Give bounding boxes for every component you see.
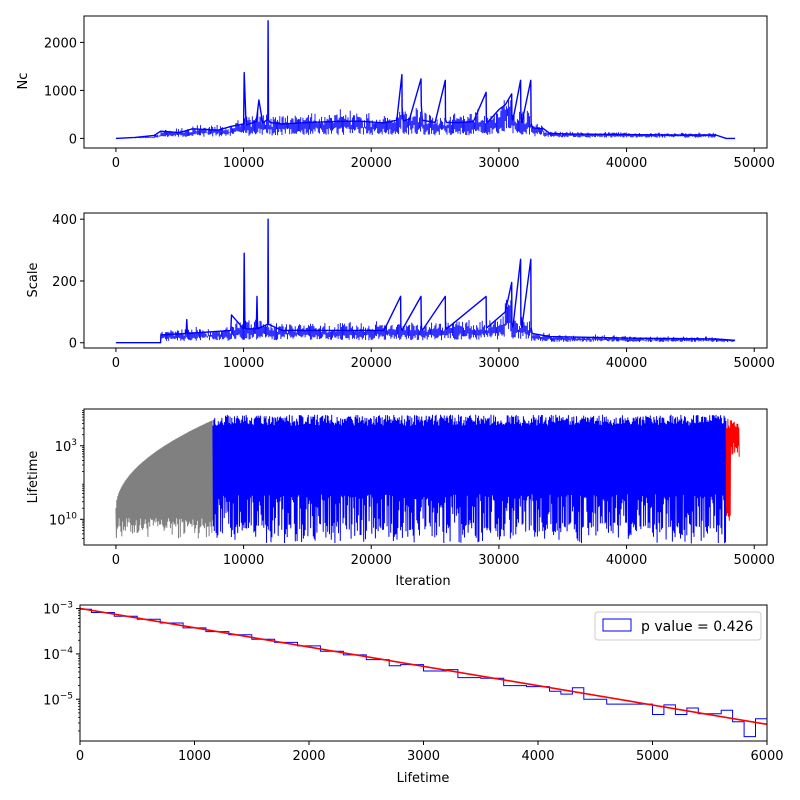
panel-lifetime-frame	[83, 408, 768, 546]
xtick-label: 6000	[750, 749, 783, 764]
xtick-label: 30000	[478, 356, 519, 371]
panel-lifetime-marks	[115, 414, 740, 544]
panel-lifetime: 0 10000 20000 30000 40000 50000 1010 103 Lifeti…	[26, 408, 775, 589]
xtick-label: 10000	[223, 553, 264, 568]
xtick-label: 50000	[734, 553, 775, 568]
ytick-label: 400	[52, 213, 77, 228]
lifetime-segment-2	[725, 418, 740, 521]
panel-scale-plot-area: 0 10000 20000 30000 40000 50000 0 200 400	[52, 212, 775, 371]
xtick-label: 40000	[606, 156, 647, 171]
ytick-label: 200	[52, 275, 77, 290]
panel-histogram-xlabel: Lifetime	[397, 771, 450, 786]
xtick-label: 10000	[223, 356, 264, 371]
xtick-label: 50000	[734, 156, 775, 171]
xtick-label: 3000	[407, 749, 440, 764]
xtick-label: 2000	[292, 749, 325, 764]
ytick-label: 2000	[44, 36, 77, 51]
xtick-label: 30000	[478, 553, 519, 568]
panel-nc: 0 10000 20000 30000 40000 50000 0 1000 2000 Nc	[16, 15, 775, 171]
xtick-label: 0	[112, 356, 120, 371]
xtick-label: 40000	[606, 356, 647, 371]
xtick-label: 40000	[606, 553, 647, 568]
lifetime-segment-1	[212, 414, 727, 544]
lifetime-segment-0	[115, 420, 214, 539]
panel-nc-frame	[83, 15, 768, 149]
ytick-label: 1010	[49, 511, 77, 528]
series-noise-0	[135, 98, 716, 139]
xtick-label: 30000	[478, 156, 519, 171]
ytick-label: 0	[69, 337, 77, 352]
legend-frame	[594, 611, 762, 641]
ytick-label: 10−3	[43, 601, 73, 618]
legend-swatch	[602, 618, 632, 632]
xtick-label: 20000	[351, 553, 392, 568]
ytick-label: 103	[55, 438, 77, 455]
panel-scale-marks	[115, 218, 736, 344]
xtick-label: 5000	[636, 749, 669, 764]
panel-nc-plot-area: 0 10000 20000 30000 40000 50000 0 1000 2000	[44, 15, 775, 171]
xtick-label: 50000	[734, 356, 775, 371]
panel-histogram-marks	[80, 607, 767, 741]
panel-nc-marks	[115, 20, 736, 140]
panel-lifetime-plot-area: 0 10000 20000 30000 40000 50000 1010 103	[49, 408, 775, 568]
legend-label: p value = 0.426	[641, 619, 753, 635]
xtick-label: 1000	[178, 749, 211, 764]
panel-histogram: 0 1000 2000 3000 4000 5000 6000 10−5 10−4 10−3 Li…	[43, 601, 783, 786]
ytick-label: 10−4	[43, 646, 73, 663]
xtick-label: 4000	[521, 749, 554, 764]
panel-lifetime-ylabel: Lifetime	[26, 451, 41, 504]
xtick-label: 10000	[223, 156, 264, 171]
xtick-label: 0	[112, 156, 120, 171]
xtick-label: 20000	[351, 356, 392, 371]
panel-scale-ylabel: Scale	[26, 263, 41, 298]
panel-nc-ylabel: Nc	[16, 73, 31, 90]
ytick-label: 0	[69, 132, 77, 147]
xtick-label: 0	[112, 553, 120, 568]
panel-histogram-plot-area: 0 1000 2000 3000 4000 5000 6000 10−5 10−4 10−3	[43, 601, 783, 764]
ytick-label: 1000	[44, 84, 77, 99]
ytick-label: 10−5	[43, 691, 73, 708]
xtick-label: 0	[76, 749, 84, 764]
xtick-label: 20000	[351, 156, 392, 171]
panel-scale: 0 10000 20000 30000 40000 50000 0 200 400 Scale	[26, 212, 775, 371]
series-noise-0	[160, 299, 735, 343]
panel-lifetime-xlabel: Iteration	[395, 574, 450, 589]
fit-line	[80, 607, 767, 726]
legend: p value = 0.426	[594, 611, 762, 641]
series-line-0	[115, 20, 736, 140]
